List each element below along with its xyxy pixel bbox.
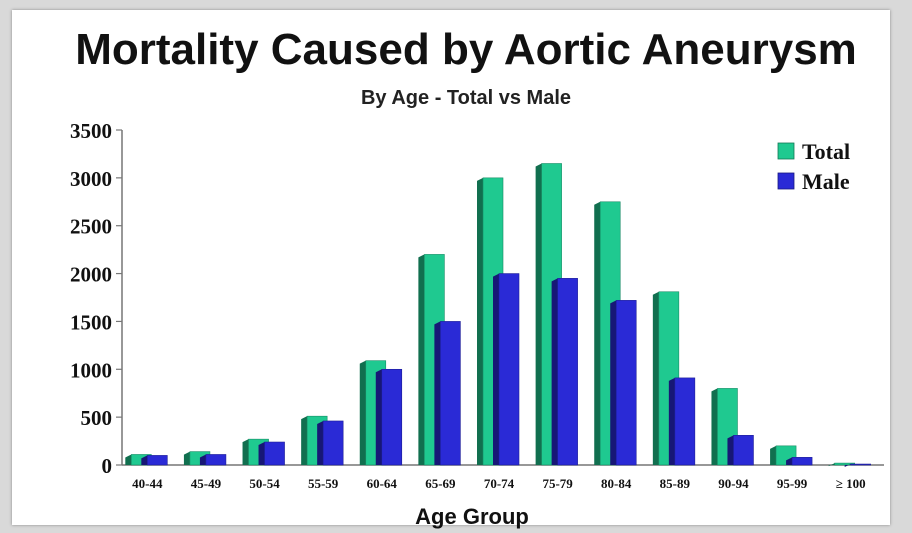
- bar-side-male: [434, 321, 441, 465]
- bar-male: [733, 435, 754, 466]
- bar-male: [557, 278, 578, 466]
- bar-side-total: [652, 291, 659, 465]
- bar-male: [264, 441, 285, 466]
- x-tick-label: 60-64: [367, 476, 398, 491]
- bar-male: [440, 321, 461, 466]
- bar-side-total: [125, 454, 132, 465]
- y-tick-label: 500: [81, 406, 113, 430]
- bar-side-male: [786, 457, 793, 465]
- bar-side-total: [359, 360, 366, 465]
- x-tick-label: ≥ 100: [836, 476, 866, 491]
- y-tick-label: 2500: [70, 215, 112, 239]
- bar-side-total: [828, 463, 835, 467]
- bar-side-total: [418, 254, 425, 465]
- x-tick-label: 55-59: [308, 476, 339, 491]
- x-tick-label: 40-44: [132, 476, 163, 491]
- y-tick-label: 3500: [70, 119, 112, 143]
- legend-swatch-male: [777, 172, 795, 190]
- bar-side-total: [711, 388, 718, 465]
- bar-side-total: [242, 439, 249, 465]
- bar-side-male: [317, 420, 324, 465]
- bar-male: [850, 463, 871, 466]
- x-tick-label: 50-54: [249, 476, 280, 491]
- bar-side-total: [770, 445, 777, 465]
- bar-side-male: [141, 455, 148, 465]
- bar-side-total: [301, 416, 308, 465]
- bar-side-male: [199, 454, 206, 465]
- bar-male: [205, 454, 227, 466]
- bar-side-male: [668, 377, 675, 465]
- y-tick-label: 0: [102, 454, 113, 478]
- x-tick-label: 95-99: [777, 476, 808, 491]
- bar-side-male: [375, 369, 382, 465]
- legend-swatch-total: [777, 142, 795, 160]
- bar-side-male: [610, 300, 617, 465]
- y-tick-label: 1500: [70, 310, 112, 334]
- chart-subtitle: By Age - Total vs Male: [361, 87, 571, 109]
- bar-male: [381, 368, 403, 466]
- y-tick-label: 2000: [70, 263, 112, 287]
- x-tick-label: 80-84: [601, 476, 632, 491]
- bar-male: [674, 377, 696, 466]
- legend: Total Male: [777, 139, 850, 194]
- bar-side-total: [535, 163, 542, 465]
- x-tick-label: 65-69: [425, 476, 456, 491]
- y-tick-label: 1000: [70, 358, 112, 382]
- bar-male: [615, 300, 637, 466]
- bar-male: [147, 455, 168, 466]
- chart-title: Mortality Caused by Aortic Aneurysm: [75, 25, 857, 74]
- x-tick-label: 75-79: [542, 476, 573, 491]
- bar-side-male: [727, 435, 734, 465]
- bar-side-male: [844, 464, 851, 468]
- legend-label-total: Total: [802, 139, 850, 164]
- bar-side-male: [493, 273, 499, 465]
- x-tick-label: 85-89: [660, 476, 691, 491]
- y-tick-label: 3000: [70, 167, 112, 191]
- bar-side-male: [551, 278, 558, 465]
- bar-side-male: [258, 442, 265, 465]
- x-axis-label: Age Group: [415, 504, 529, 529]
- x-tick-label: 45-49: [191, 476, 222, 491]
- bar-side-total: [183, 451, 190, 465]
- x-tick-label: 90-94: [718, 476, 749, 491]
- bar-side-total: [477, 177, 483, 465]
- bar-male: [791, 457, 813, 466]
- x-tick-label: 70-74: [484, 476, 515, 491]
- bar-male: [322, 420, 344, 466]
- legend-label-male: Male: [802, 169, 850, 194]
- bar-male: [498, 273, 520, 466]
- bar-side-total: [594, 201, 601, 466]
- plot-area: 0 500 1000 1500 2000 2500 3000 3500 40-44 45-49 50…: [70, 119, 884, 491]
